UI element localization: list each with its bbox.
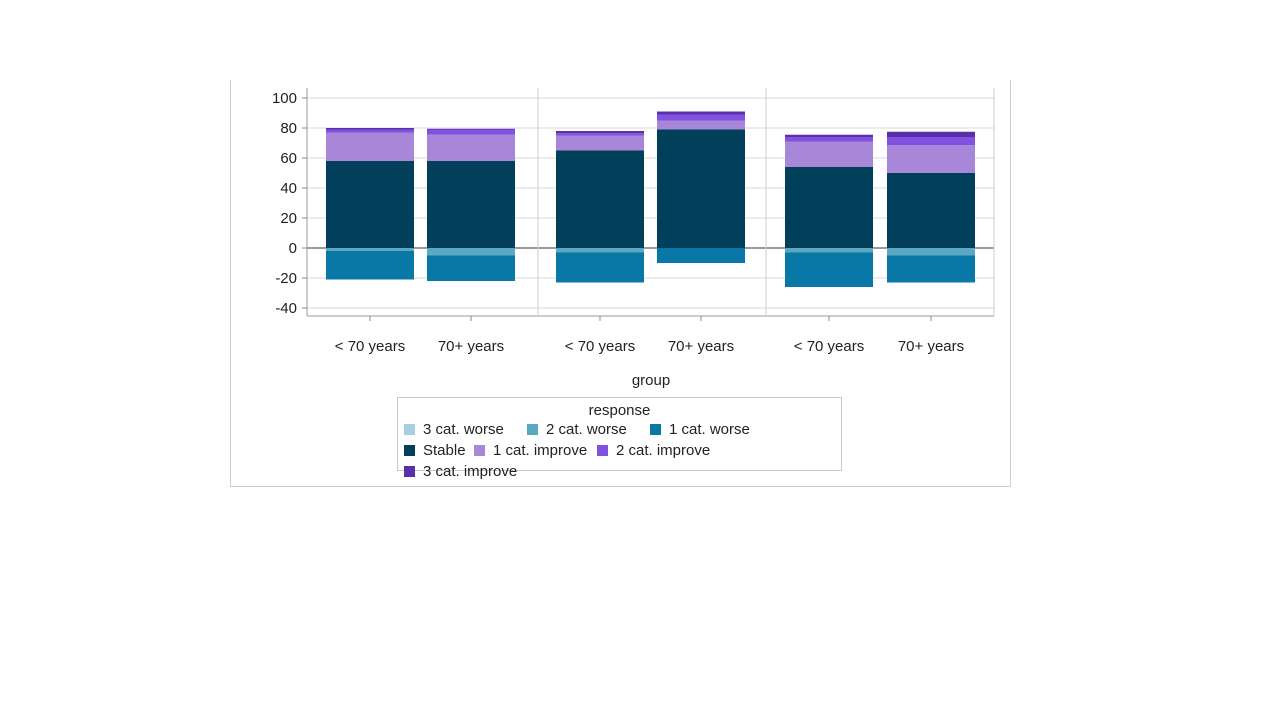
- bar-segment-2-cat-improve: [427, 129, 515, 135]
- bar-segment-1-cat-worse: [326, 251, 414, 280]
- bar-segment-2-cat-improve: [887, 137, 975, 146]
- bar-segment-3-cat-improve: [785, 134, 873, 137]
- legend-item: 1 cat. improve: [474, 440, 597, 461]
- x-tick-label: < 70 years: [335, 338, 405, 355]
- legend-swatch: [474, 445, 485, 456]
- bar-segment-stable: [427, 161, 515, 248]
- bar-segment-stable: [326, 161, 414, 248]
- legend-swatch: [404, 424, 415, 435]
- bar-segment-2-cat-improve: [326, 129, 414, 133]
- legend-item: 3 cat. worse: [404, 419, 527, 440]
- legend-swatch: [650, 424, 661, 435]
- stacked-bar-chart: -40 -20 0 20 40 60 80 100 Percent < 70 years 70+ y…: [247, 88, 995, 389]
- bar-segment-2-cat-worse: [785, 248, 873, 253]
- x-axis-label: group: [632, 372, 670, 389]
- bar-segment-2-cat-worse: [556, 248, 644, 253]
- legend-swatch: [527, 424, 538, 435]
- legend: response 3 cat. worse 2 cat. worse 1 cat. …: [397, 397, 842, 480]
- y-tick-label: -20: [275, 270, 297, 287]
- legend-label: 2 cat. improve: [616, 442, 711, 459]
- legend-label: 1 cat. worse: [669, 421, 750, 438]
- bar-segment-1-cat-worse: [887, 255, 975, 283]
- bar-segment-2-cat-improve: [657, 114, 745, 121]
- bar-segment-2-cat-worse: [427, 248, 515, 256]
- legend-swatch: [404, 466, 415, 477]
- bar-segment-1-cat-improve: [556, 135, 644, 151]
- bar-segment-2-cat-improve: [785, 137, 873, 142]
- legend-label: 3 cat. worse: [423, 421, 504, 438]
- bar-segment-1-cat-improve: [326, 132, 414, 161]
- legend-label: Stable: [423, 442, 466, 459]
- bar-segment-1-cat-improve: [887, 145, 975, 173]
- bar-segment-1-cat-improve: [785, 141, 873, 167]
- bar-segment-1-cat-worse: [657, 248, 745, 263]
- legend-item: Stable: [404, 440, 474, 461]
- y-axis-label: Percent: [247, 145, 264, 201]
- legend-swatch: [597, 445, 608, 456]
- bar-segment-3-cat-improve: [556, 131, 644, 134]
- bar-segment-stable: [785, 167, 873, 248]
- legend-label: 3 cat. improve: [423, 463, 518, 480]
- legend-title: response: [588, 402, 651, 419]
- bar-segment-2-cat-worse: [326, 248, 414, 251]
- bar-segment-1-cat-improve: [657, 120, 745, 130]
- legend-item: 2 cat. improve: [597, 440, 720, 461]
- x-tick-label: 70+ years: [898, 338, 964, 355]
- legend-item: 3 cat. improve: [404, 461, 527, 482]
- y-tick-label: -40: [275, 300, 297, 317]
- legend-item: 1 cat. worse: [650, 419, 773, 440]
- x-tick-label: 70+ years: [668, 338, 734, 355]
- bar-segment-1-cat-worse: [785, 252, 873, 287]
- y-tick-label: 100: [272, 90, 297, 107]
- legend-swatch: [404, 445, 415, 456]
- y-tick-label: 20: [280, 210, 297, 227]
- y-tick-label: 60: [280, 150, 297, 167]
- legend-label: 2 cat. worse: [546, 421, 627, 438]
- y-tick-label: 80: [280, 120, 297, 137]
- y-tick-label: 40: [280, 180, 297, 197]
- bar-segment-1-cat-worse: [556, 252, 644, 283]
- bar-segment-stable: [887, 173, 975, 248]
- bar-segment-3-cat-improve: [326, 128, 414, 130]
- x-tick-label: < 70 years: [794, 338, 864, 355]
- bar-segment-2-cat-worse: [887, 248, 975, 256]
- bar-segment-stable: [556, 150, 644, 248]
- bar-segment-3-cat-improve: [887, 131, 975, 137]
- x-tick-label: 70+ years: [438, 338, 504, 355]
- bar-segment-3-cat-improve: [657, 111, 745, 115]
- bar-segment-2-cat-improve: [556, 133, 644, 136]
- bar-segment-1-cat-worse: [427, 255, 515, 281]
- x-tick-label: < 70 years: [565, 338, 635, 355]
- bar-segment-1-cat-improve: [427, 134, 515, 161]
- legend-label: 1 cat. improve: [493, 442, 588, 459]
- y-tick-label: 0: [289, 240, 297, 257]
- legend-item: 2 cat. worse: [527, 419, 650, 440]
- bar-segment-3-cat-improve: [427, 128, 515, 130]
- bar-segment-stable: [657, 129, 745, 248]
